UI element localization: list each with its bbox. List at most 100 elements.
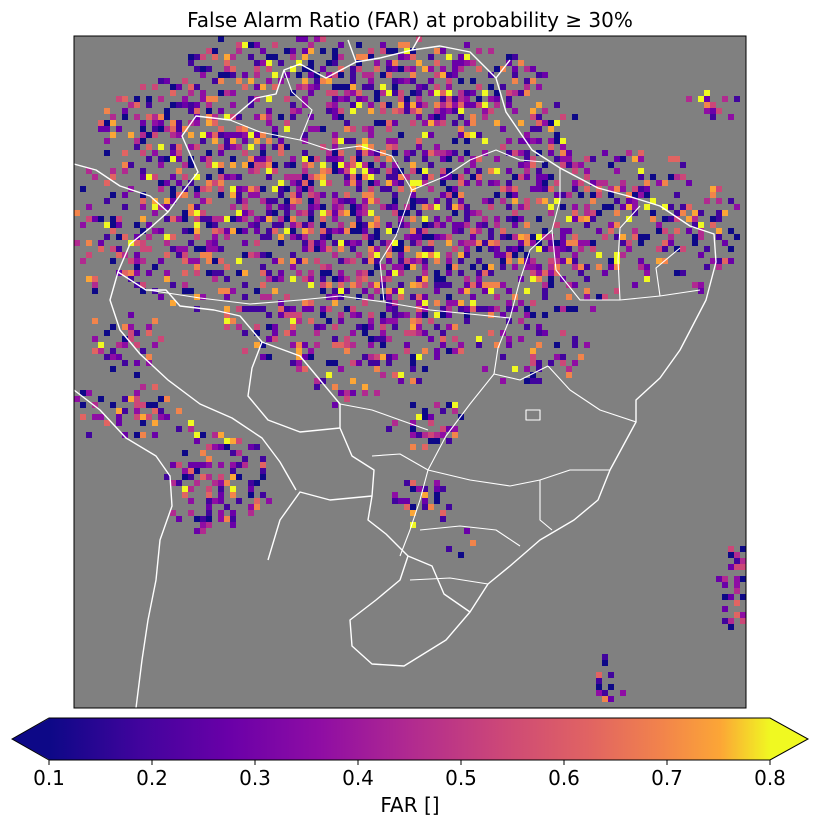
far-cell (524, 162, 530, 168)
far-cell (200, 474, 206, 480)
far-cell (170, 186, 176, 192)
far-cell (386, 354, 392, 360)
far-cell (428, 204, 434, 210)
far-cell (458, 114, 464, 120)
far-cell (74, 396, 80, 402)
far-cell (170, 510, 176, 516)
far-cell (338, 96, 344, 102)
far-cell (602, 660, 608, 666)
far-cell (146, 330, 152, 336)
far-cell (248, 444, 254, 450)
far-cell (536, 186, 542, 192)
far-cell (254, 498, 260, 504)
far-cell (374, 216, 380, 222)
far-cell (290, 216, 296, 222)
far-cell (230, 288, 236, 294)
far-cell (458, 90, 464, 96)
far-cell (356, 186, 362, 192)
far-cell (320, 324, 326, 330)
far-cell (212, 48, 218, 54)
far-cell (722, 96, 728, 102)
far-cell (266, 54, 272, 60)
far-cell (152, 228, 158, 234)
far-cell (176, 144, 182, 150)
far-cell (554, 342, 560, 348)
far-cell (560, 138, 566, 144)
far-cell (608, 228, 614, 234)
far-cell (188, 228, 194, 234)
far-cell (308, 90, 314, 96)
far-cell (674, 192, 680, 198)
far-cell (470, 228, 476, 234)
far-cell (392, 48, 398, 54)
far-cell (392, 192, 398, 198)
far-cell (590, 246, 596, 252)
far-cell (428, 222, 434, 228)
far-cell (728, 624, 734, 630)
far-cell (164, 396, 170, 402)
far-cell (194, 528, 200, 534)
far-cell (638, 150, 644, 156)
far-cell (230, 72, 236, 78)
far-cell (380, 42, 386, 48)
far-cell (452, 228, 458, 234)
far-cell (530, 270, 536, 276)
far-cell (632, 204, 638, 210)
far-cell (650, 216, 656, 222)
far-cell (320, 168, 326, 174)
far-cell (524, 378, 530, 384)
far-cell (260, 492, 266, 498)
far-cell (266, 294, 272, 300)
far-cell (536, 234, 542, 240)
far-cell (308, 306, 314, 312)
far-cell (302, 228, 308, 234)
far-cell (272, 54, 278, 60)
far-cell (656, 222, 662, 228)
far-cell (260, 132, 266, 138)
far-cell (446, 216, 452, 222)
far-cell (602, 294, 608, 300)
far-cell (254, 252, 260, 258)
far-cell (530, 186, 536, 192)
far-cell (446, 150, 452, 156)
far-cell (380, 276, 386, 282)
far-cell (356, 210, 362, 216)
far-cell (392, 138, 398, 144)
far-cell (248, 252, 254, 258)
far-cell (344, 390, 350, 396)
far-cell (566, 216, 572, 222)
far-cell (302, 276, 308, 282)
far-cell (530, 66, 536, 72)
far-cell (110, 132, 116, 138)
far-cell (458, 342, 464, 348)
far-cell (602, 654, 608, 660)
far-cell (500, 198, 506, 204)
far-cell (548, 120, 554, 126)
far-cell (452, 192, 458, 198)
far-cell (734, 558, 740, 564)
far-cell (152, 126, 158, 132)
far-cell (218, 462, 224, 468)
far-cell (530, 126, 536, 132)
far-cell (320, 48, 326, 54)
far-cell (176, 426, 182, 432)
far-cell (410, 66, 416, 72)
far-cell (548, 174, 554, 180)
far-cell (434, 498, 440, 504)
far-cell (476, 156, 482, 162)
colorbar: 0.1 0.2 0.3 0.4 0.5 0.6 0.7 0.8 FAR [] (10, 717, 810, 817)
far-cell (260, 186, 266, 192)
far-cell (410, 486, 416, 492)
far-cell (86, 216, 92, 222)
far-cell (506, 96, 512, 102)
far-cell (224, 132, 230, 138)
far-cell (410, 264, 416, 270)
far-cell (404, 156, 410, 162)
far-cell (176, 102, 182, 108)
far-cell (734, 588, 740, 594)
far-cell (368, 108, 374, 114)
far-cell (416, 228, 422, 234)
far-cell (242, 330, 248, 336)
far-cell (290, 234, 296, 240)
far-cell (152, 114, 158, 120)
